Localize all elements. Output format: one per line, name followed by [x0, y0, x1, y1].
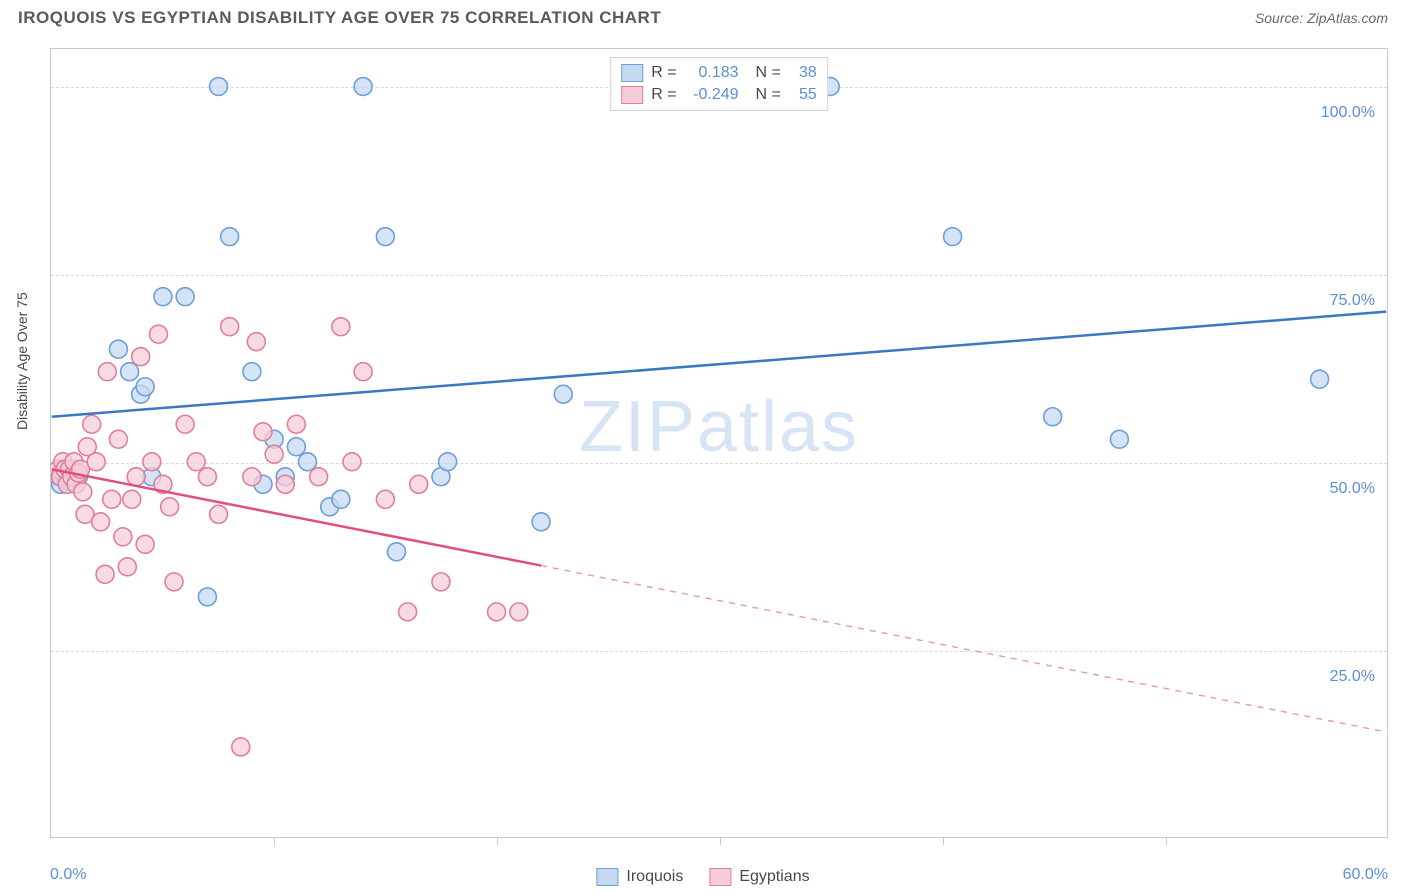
legend-row-iroquois: R = 0.183 N = 38 — [621, 62, 817, 84]
chart-plot-area: ZIPatlas R = 0.183 N = 38 R = -0.249 N =… — [50, 48, 1388, 838]
y-axis-label: Disability Age Over 75 — [14, 292, 30, 430]
swatch-egyptians-icon — [709, 868, 731, 886]
swatch-iroquois — [621, 64, 643, 82]
swatch-egyptians — [621, 86, 643, 104]
scatter-plot-svg — [51, 49, 1387, 837]
legend-item-egyptians: Egyptians — [709, 868, 809, 886]
chart-title: IROQUOIS VS EGYPTIAN DISABILITY AGE OVER… — [18, 8, 661, 28]
swatch-iroquois-icon — [596, 868, 618, 886]
x-tick-60: 60.0% — [1343, 866, 1388, 884]
x-tick-0: 0.0% — [50, 866, 86, 884]
series-legend: Iroquois Egyptians — [596, 868, 809, 886]
source-attribution: Source: ZipAtlas.com — [1255, 10, 1388, 26]
legend-row-egyptians: R = -0.249 N = 55 — [621, 84, 817, 106]
correlation-legend: R = 0.183 N = 38 R = -0.249 N = 55 — [610, 57, 828, 111]
legend-item-iroquois: Iroquois — [596, 868, 683, 886]
